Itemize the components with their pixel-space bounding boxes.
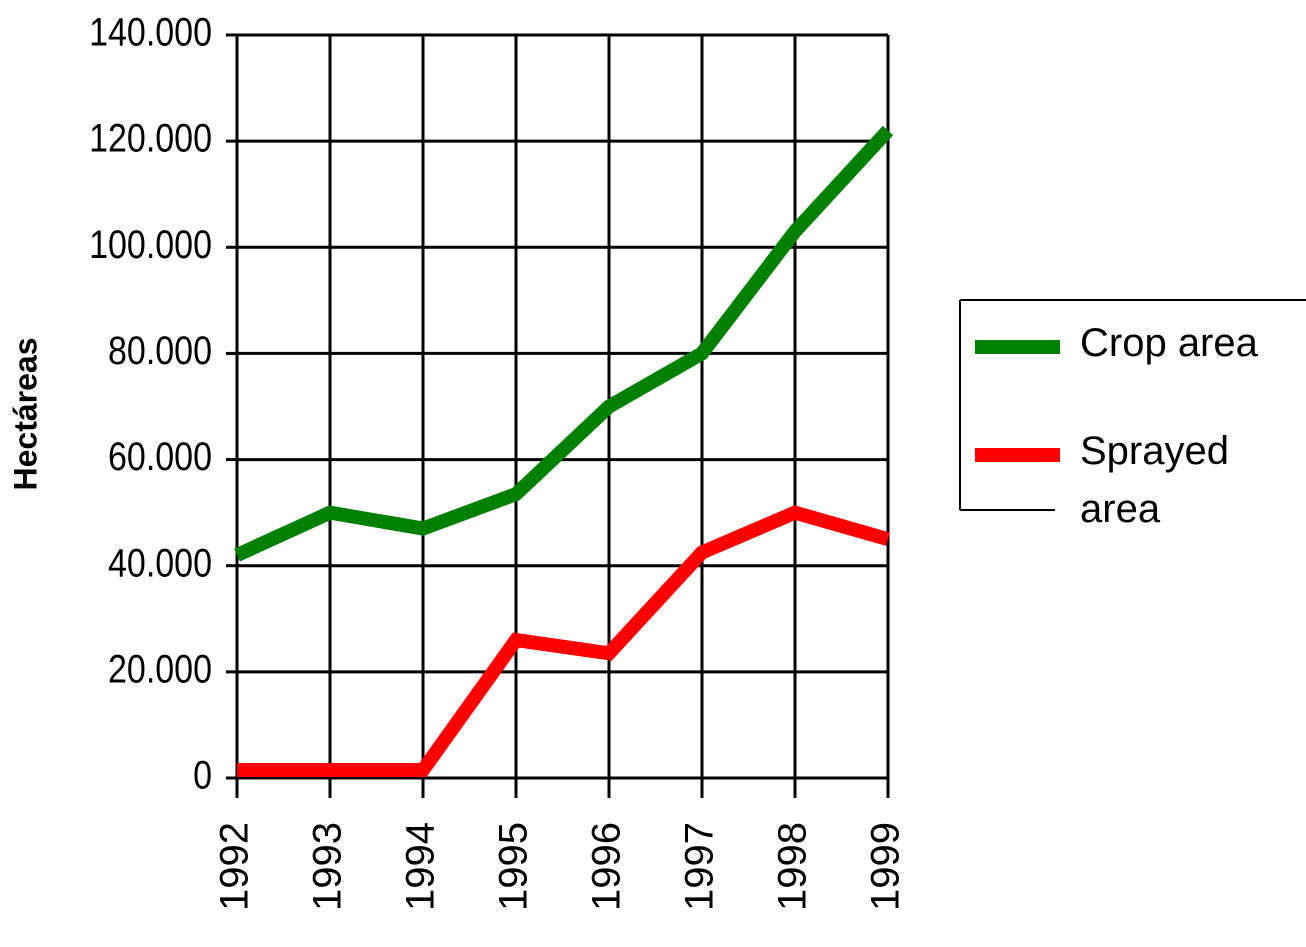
series-line — [237, 505, 890, 778]
x-tick-label: 1994 — [399, 822, 443, 911]
y-tick-label: 80.000 — [108, 327, 212, 372]
legend-label: Crop area — [1080, 321, 1258, 365]
x-tick-label: 1993 — [306, 822, 350, 911]
y-tick-label: 120.000 — [89, 115, 212, 160]
series-line — [234, 125, 894, 562]
y-tick-label: 40.000 — [108, 540, 212, 585]
x-tick-label: 1999 — [864, 822, 908, 911]
legend-label: Sprayed area — [1080, 429, 1229, 531]
y-tick-label: 100.000 — [89, 221, 212, 266]
x-tick-label: 1995 — [492, 822, 536, 911]
x-tick-label: 1997 — [678, 822, 722, 911]
x-tick-label: 1998 — [771, 822, 815, 911]
y-tick-label: 20.000 — [108, 646, 212, 691]
y-tick-label: 60.000 — [108, 434, 212, 479]
x-tick-label: 1996 — [585, 822, 629, 911]
y-tick-label: 140.000 — [89, 9, 212, 54]
x-tick-label: 1992 — [213, 822, 257, 911]
y-tick-label: 0 — [193, 752, 212, 797]
y-axis-label: Hectáreas — [7, 338, 43, 491]
